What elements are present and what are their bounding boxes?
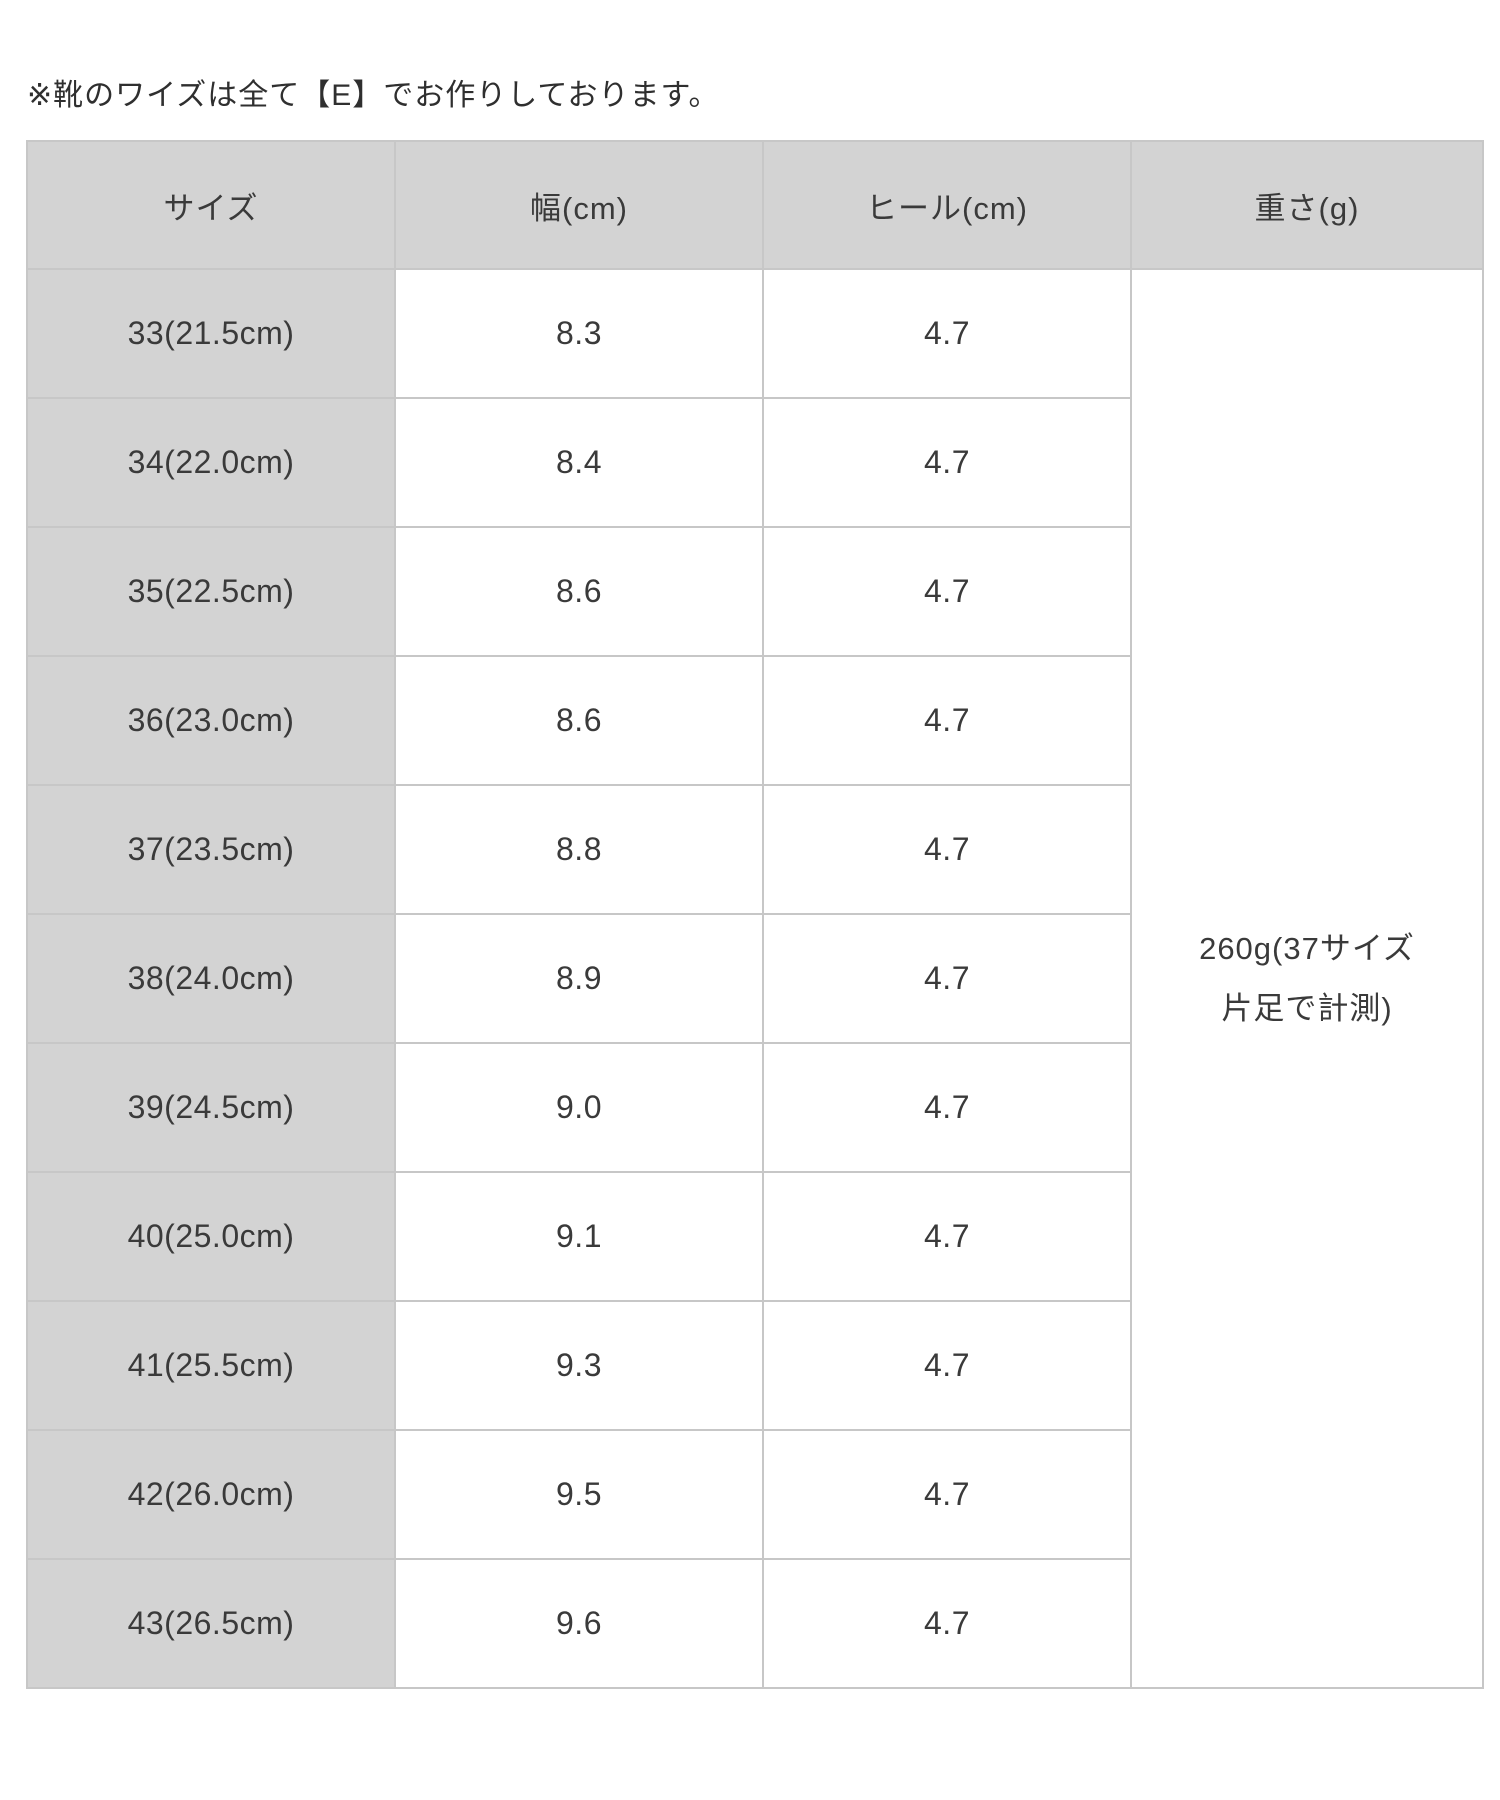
size-cell: 40(25.0cm)	[26, 1171, 396, 1302]
size-cell: 37(23.5cm)	[26, 784, 396, 915]
size-cell: 34(22.0cm)	[26, 397, 396, 528]
width-cell: 8.6	[394, 655, 764, 786]
weight-line-2: 片足で計測)	[1221, 990, 1393, 1026]
weight-cell: 260g(37サイズ 片足で計測)	[1130, 268, 1484, 1689]
size-cell: 41(25.5cm)	[26, 1300, 396, 1431]
width-cell: 8.8	[394, 784, 764, 915]
heel-cell: 4.7	[762, 1171, 1132, 1302]
heel-cell: 4.7	[762, 913, 1132, 1044]
header-row: サイズ 幅(cm) ヒール(cm) 重さ(g)	[26, 140, 1484, 270]
table-row: 35(22.5cm) 8.6 4.7	[26, 526, 1483, 657]
width-cell: 9.5	[394, 1429, 764, 1560]
table-row: 39(24.5cm) 9.0 4.7	[26, 1042, 1483, 1173]
width-cell: 8.3	[394, 268, 764, 399]
table-row: 33(21.5cm) 8.3 4.7 260g(37サイズ 片足で計測)	[26, 268, 1484, 1689]
heel-cell: 4.7	[762, 784, 1132, 915]
heel-cell: 4.7	[762, 1300, 1132, 1431]
size-cell: 35(22.5cm)	[26, 526, 396, 657]
size-chart-table: サイズ 幅(cm) ヒール(cm) 重さ(g) 33(21.5cm) 8.3 4…	[26, 140, 1484, 1689]
header-weight: 重さ(g)	[1130, 140, 1484, 270]
width-cell: 9.1	[394, 1171, 764, 1302]
heel-cell: 4.7	[762, 1429, 1132, 1560]
header-heel: ヒール(cm)	[762, 140, 1132, 270]
heel-cell: 4.7	[762, 1558, 1132, 1689]
width-cell: 8.9	[394, 913, 764, 1044]
header-width: 幅(cm)	[394, 140, 764, 270]
table-row: 38(24.0cm) 8.9 4.7	[26, 913, 1483, 1044]
width-cell: 8.4	[394, 397, 764, 528]
table-row: 41(25.5cm) 9.3 4.7	[26, 1300, 1483, 1431]
weight-line-1: 260g(37サイズ	[1199, 930, 1415, 966]
width-cell: 8.6	[394, 526, 764, 657]
width-cell: 9.0	[394, 1042, 764, 1173]
size-cell: 39(24.5cm)	[26, 1042, 396, 1173]
table-row: 43(26.5cm) 9.6 4.7	[26, 1558, 1483, 1689]
header-size: サイズ	[26, 140, 396, 270]
size-cell: 38(24.0cm)	[26, 913, 396, 1044]
heel-cell: 4.7	[762, 655, 1132, 786]
table-row: 36(23.0cm) 8.6 4.7	[26, 655, 1483, 786]
size-cell: 42(26.0cm)	[26, 1429, 396, 1560]
heel-cell: 4.7	[762, 1042, 1132, 1173]
width-cell: 9.3	[394, 1300, 764, 1431]
table-row: 37(23.5cm) 8.8 4.7	[26, 784, 1483, 915]
heel-cell: 4.7	[762, 268, 1132, 399]
table-row: 42(26.0cm) 9.5 4.7	[26, 1429, 1483, 1560]
heel-cell: 4.7	[762, 526, 1132, 657]
table-row: 34(22.0cm) 8.4 4.7	[26, 397, 1483, 528]
width-note: ※靴のワイズは全て【E】でお作りしております。	[27, 79, 720, 112]
size-cell: 43(26.5cm)	[26, 1558, 396, 1689]
heel-cell: 4.7	[762, 397, 1132, 528]
width-cell: 9.6	[394, 1558, 764, 1689]
size-cell: 36(23.0cm)	[26, 655, 396, 786]
table-row: 40(25.0cm) 9.1 4.7	[26, 1171, 1483, 1302]
size-cell: 33(21.5cm)	[26, 268, 396, 399]
